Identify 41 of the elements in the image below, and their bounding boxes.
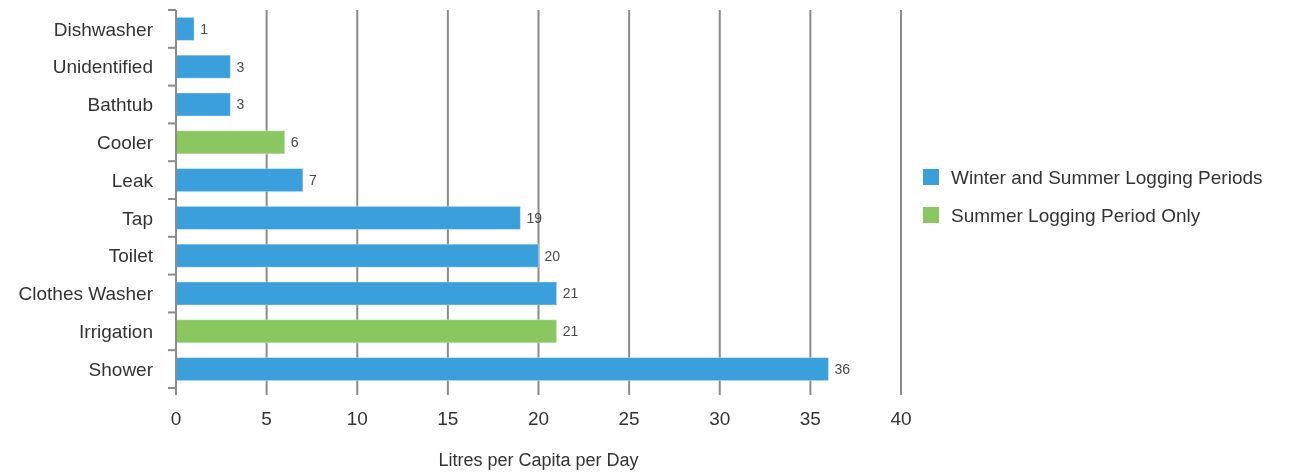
data-label: 36 <box>834 361 851 377</box>
data-label: 3 <box>236 58 245 75</box>
x-tick-label: 20 <box>527 407 550 429</box>
y-tick-label: Irrigation <box>79 320 153 342</box>
x-tick-label: 40 <box>890 407 912 429</box>
legend-label: Summer Logging Period Only <box>951 204 1201 226</box>
y-tick-label: Leak <box>111 169 154 191</box>
y-tick-label: Bathtub <box>87 94 153 116</box>
bar <box>175 168 304 193</box>
y-tick-label: Clothes Washer <box>18 283 154 305</box>
bar <box>175 92 231 117</box>
x-tick-label: 30 <box>709 407 731 429</box>
bar <box>175 319 558 344</box>
x-tick-label: 0 <box>170 407 182 429</box>
data-label: 1 <box>200 20 209 37</box>
x-tick-label: 35 <box>799 407 821 429</box>
bar <box>175 54 231 79</box>
y-tick-label: Cooler <box>97 131 154 153</box>
y-tick-label: Tap <box>122 207 153 229</box>
bar <box>175 357 829 382</box>
x-tick-label: 15 <box>437 407 459 429</box>
data-label: 21 <box>562 323 579 340</box>
y-tick-label: Shower <box>88 358 154 380</box>
bar <box>175 130 286 155</box>
bar <box>175 243 539 268</box>
data-label: 7 <box>308 172 317 188</box>
data-label: 6 <box>290 134 299 151</box>
data-label: 3 <box>236 96 245 113</box>
x-tick-label: 10 <box>346 407 368 429</box>
x-tick-label: 5 <box>261 407 272 429</box>
x-tick-label: 25 <box>618 407 640 429</box>
y-tick-label: Dishwasher <box>53 18 154 40</box>
y-tick-label: Toilet <box>108 245 154 267</box>
bar <box>175 281 558 306</box>
x-axis-title: Litres per Capita per Day <box>438 450 639 471</box>
data-label: 20 <box>544 247 561 264</box>
bar <box>175 205 521 230</box>
y-tick-label: Unidentified <box>52 56 153 78</box>
data-label: 21 <box>562 285 579 302</box>
bar <box>175 16 195 41</box>
legend-label: Winter and Summer Logging Periods <box>951 166 1263 188</box>
